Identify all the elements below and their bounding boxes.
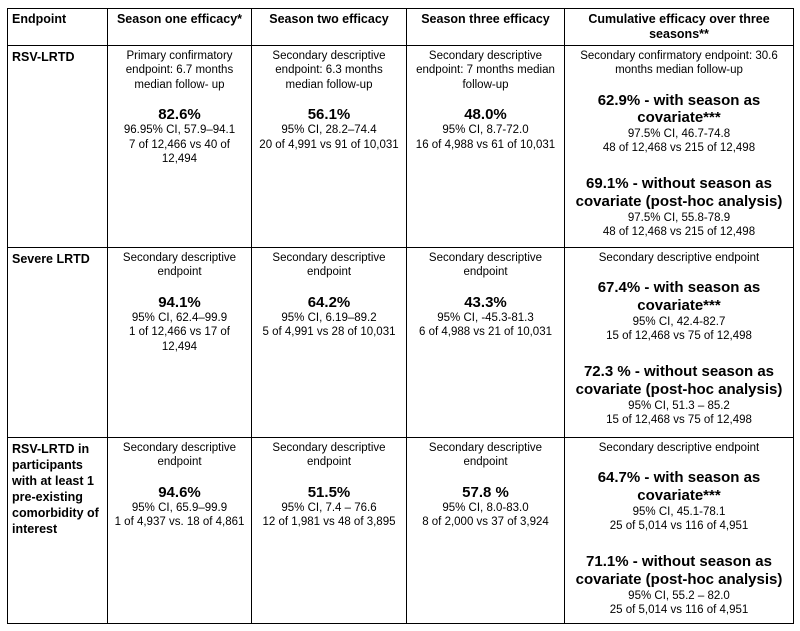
case-counts: 48 of 12,468 vs 215 of 12,498 bbox=[602, 226, 756, 238]
efficacy-value-without-season: 72.3 % - without season as covariate (po… bbox=[575, 363, 783, 398]
confidence-interval: 95% CI, 55.2 – 82.0 bbox=[628, 589, 730, 602]
endpoint-label: RSV-LRTD bbox=[7, 45, 108, 248]
case-counts: 15 of 12,468 vs 75 of 12,498 bbox=[606, 413, 752, 426]
efficacy-value: 57.8 % bbox=[462, 483, 509, 501]
efficacy-value-without-season: 71.1% - without season as covariate (pos… bbox=[575, 553, 783, 588]
cell-season-three: Secondary descriptive endpoint 57.8 % 95… bbox=[406, 437, 565, 624]
header-row: Endpoint Season one efficacy* Season two… bbox=[7, 8, 794, 46]
header-season-three: Season three efficacy bbox=[406, 8, 565, 46]
efficacy-value-with-season: 62.9% - with season as covariate*** bbox=[597, 91, 761, 127]
case-counts: 7 of 12,466 vs 40 of 12,494 bbox=[128, 138, 231, 165]
efficacy-value: 48.0% bbox=[464, 105, 507, 123]
case-counts: 5 of 4,991 vs 28 of 10,031 bbox=[262, 326, 396, 339]
endpoint-type-text: Secondary descriptive endpoint bbox=[598, 442, 760, 454]
endpoint-label: Severe LRTD bbox=[7, 247, 108, 438]
endpoint-type-text: Secondary descriptive endpoint bbox=[122, 442, 237, 469]
header-cumulative: Cumulative efficacy over three seasons** bbox=[564, 8, 794, 46]
case-counts: 8 of 2,000 vs 37 of 3,924 bbox=[422, 516, 549, 529]
efficacy-value: 56.1% bbox=[307, 105, 351, 123]
confidence-interval: 95% CI, 42.4-82.7 bbox=[632, 315, 726, 328]
confidence-interval: 95% CI, 6.19–89.2 bbox=[281, 312, 377, 325]
case-counts: 25 of 5,014 vs 116 of 4,951 bbox=[609, 603, 749, 616]
efficacy-value: 43.3% bbox=[464, 293, 507, 311]
cell-season-two: Secondary descriptive endpoint 51.5% 95%… bbox=[251, 437, 407, 624]
endpoint-type-text: Secondary descriptive endpoint bbox=[428, 442, 543, 469]
endpoint-type-text: Secondary descriptive endpoint bbox=[122, 252, 237, 279]
case-counts: 16 of 4,988 vs 61 of 10,031 bbox=[415, 138, 556, 151]
efficacy-table: Endpoint Season one efficacy* Season two… bbox=[7, 8, 794, 624]
cell-season-three: Secondary descriptive endpoint 43.3% 95%… bbox=[406, 247, 565, 438]
efficacy-value: 64.2% bbox=[307, 293, 351, 311]
cell-season-one: Secondary descriptive endpoint 94.6% 95%… bbox=[107, 437, 252, 624]
cell-season-two: Secondary descriptive endpoint: 6.3 mont… bbox=[251, 45, 407, 248]
case-counts: 20 of 4,991 vs 91 of 10,031 bbox=[259, 138, 399, 151]
efficacy-value: 94.6% bbox=[158, 483, 201, 501]
endpoint-label: RSV-LRTD in participants with at least 1… bbox=[7, 437, 108, 624]
cell-cumulative: Secondary descriptive endpoint 64.7% - w… bbox=[564, 437, 794, 624]
confidence-interval: 95% CI, 7.4 – 76.6 bbox=[281, 502, 377, 515]
cell-season-three: Secondary descriptive endpoint: 7 months… bbox=[406, 45, 565, 248]
confidence-interval: 95% CI, 8.0-83.0 bbox=[442, 502, 529, 515]
endpoint-type-text: Secondary descriptive endpoint bbox=[428, 252, 543, 279]
confidence-interval: 97.5% CI, 46.7-74.8 bbox=[627, 127, 731, 140]
efficacy-value-without-season: 69.1% - without season as covariate (pos… bbox=[575, 175, 783, 211]
efficacy-value: 82.6% bbox=[158, 105, 201, 123]
efficacy-value: 94.1% bbox=[158, 293, 201, 311]
cell-season-one: Secondary descriptive endpoint 94.1% 95%… bbox=[107, 247, 252, 438]
endpoint-type-text: Secondary descriptive endpoint bbox=[272, 442, 386, 469]
case-counts: 1 of 4,937 vs. 18 of 4,861 bbox=[114, 516, 245, 529]
table-row-rsv-lrtd: RSV-LRTD Primary confirmatory endpoint: … bbox=[7, 45, 794, 248]
confidence-interval: 95% CI, 8.7-72.0 bbox=[442, 124, 529, 137]
case-counts: 6 of 4,988 vs 21 of 10,031 bbox=[419, 326, 552, 339]
confidence-interval: 95% CI, 45.1-78.1 bbox=[632, 505, 726, 518]
confidence-interval: 95% CI, -45.3-81.3 bbox=[437, 312, 534, 325]
endpoint-type-text: Secondary descriptive endpoint bbox=[272, 252, 386, 279]
confidence-interval: 96.95% CI, 57.9–94.1 bbox=[123, 124, 236, 137]
endpoint-type-text: Primary confirmatory endpoint: 6.7 month… bbox=[125, 50, 234, 91]
endpoint-type-text: Secondary confirmatory endpoint: 30.6 mo… bbox=[580, 50, 778, 77]
efficacy-value-with-season: 64.7% - with season as covariate*** bbox=[597, 469, 761, 504]
case-counts: 25 of 5,014 vs 116 of 4,951 bbox=[609, 519, 749, 532]
efficacy-value-with-season: 67.4% - with season as covariate*** bbox=[597, 279, 761, 314]
cell-season-two: Secondary descriptive endpoint 64.2% 95%… bbox=[251, 247, 407, 438]
case-counts: 15 of 12,468 vs 75 of 12,498 bbox=[606, 329, 752, 342]
case-counts: 1 of 12,466 vs 17 of 12,494 bbox=[128, 326, 231, 353]
confidence-interval: 95% CI, 51.3 – 85.2 bbox=[628, 399, 730, 412]
header-endpoint: Endpoint bbox=[7, 8, 108, 46]
confidence-interval: 95% CI, 62.4–99.9 bbox=[131, 312, 228, 325]
header-season-one: Season one efficacy* bbox=[107, 8, 252, 46]
case-counts: 48 of 12,468 vs 215 of 12,498 bbox=[602, 142, 756, 155]
header-season-two: Season two efficacy bbox=[251, 8, 407, 46]
confidence-interval: 97.5% CI, 55.8-78.9 bbox=[627, 211, 731, 224]
table-row-rsv-lrtd-comorbidity: RSV-LRTD in participants with at least 1… bbox=[7, 437, 794, 624]
confidence-interval: 95% CI, 65.9–99.9 bbox=[131, 502, 228, 515]
endpoint-type-text: Secondary descriptive endpoint: 7 months… bbox=[416, 50, 555, 91]
cell-cumulative: Secondary confirmatory endpoint: 30.6 mo… bbox=[564, 45, 794, 248]
efficacy-value: 51.5% bbox=[307, 483, 351, 501]
table-row-severe-lrtd: Severe LRTD Secondary descriptive endpoi… bbox=[7, 247, 794, 438]
endpoint-type-text: Secondary descriptive endpoint: 6.3 mont… bbox=[272, 50, 386, 91]
cell-season-one: Primary confirmatory endpoint: 6.7 month… bbox=[107, 45, 252, 248]
endpoint-type-text: Secondary descriptive endpoint bbox=[598, 252, 760, 264]
confidence-interval: 95% CI, 28.2–74.4 bbox=[281, 124, 377, 137]
cell-cumulative: Secondary descriptive endpoint 67.4% - w… bbox=[564, 247, 794, 438]
case-counts: 12 of 1,981 vs 48 of 3,895 bbox=[262, 516, 396, 529]
